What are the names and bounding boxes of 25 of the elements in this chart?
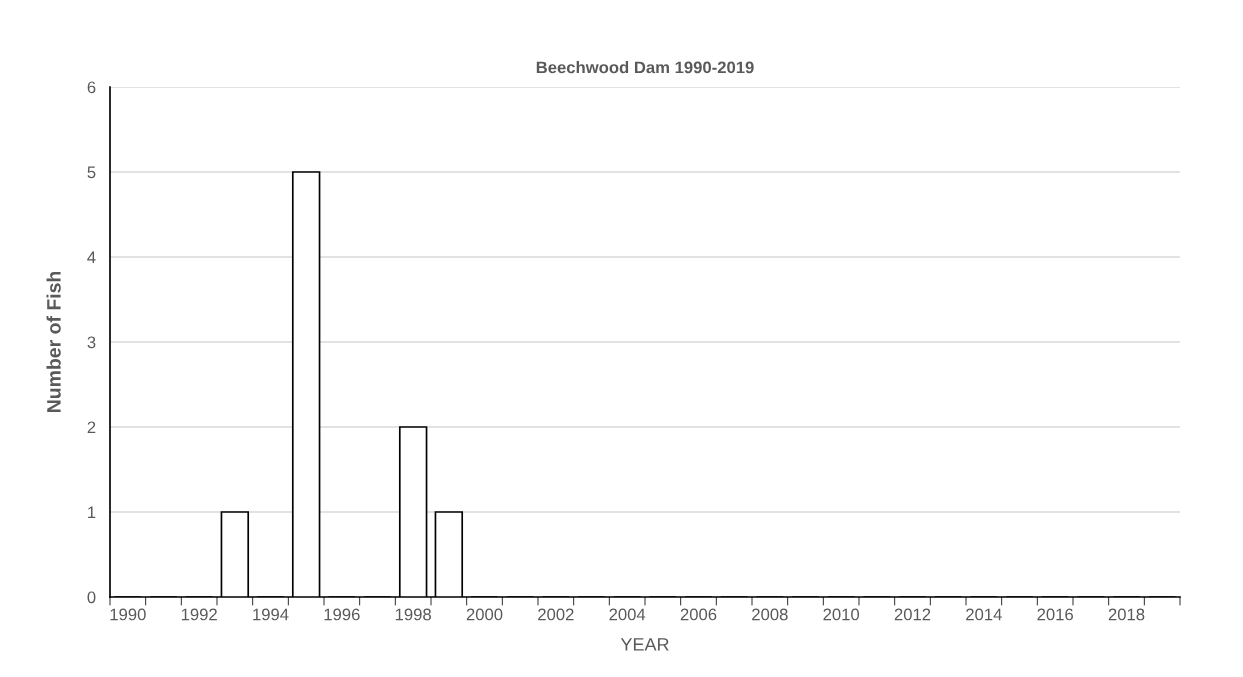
- x-tick-label: 2018: [1108, 608, 1145, 621]
- x-tick-label: 2014: [966, 608, 1002, 621]
- x-tick-label: 2004: [609, 608, 646, 621]
- y-tick-label: 4: [87, 251, 96, 264]
- x-tick-label: 2016: [1037, 608, 1073, 621]
- x-tick-label: 2002: [538, 608, 574, 621]
- x-tick-label: 1996: [324, 608, 360, 621]
- y-tick-label: 5: [87, 166, 96, 179]
- x-tick-label: 2006: [680, 608, 717, 621]
- x-axis-title: YEAR: [620, 638, 669, 651]
- x-tick-label: 2012: [894, 608, 931, 621]
- x-tick-label: 2000: [466, 608, 503, 621]
- x-tick-label: 2008: [752, 608, 788, 621]
- y-tick-label: 1: [88, 506, 96, 519]
- y-tick-label: 0: [87, 591, 96, 604]
- y-tick-label: 6: [87, 81, 96, 94]
- x-tick-label: 2010: [823, 608, 860, 621]
- y-tick-label: 3: [87, 336, 96, 349]
- y-tick-label: 2: [87, 421, 96, 434]
- chart-title: Beechwood Dam 1990-2019: [536, 61, 754, 74]
- x-tick-label: 1994: [253, 608, 289, 621]
- x-tick-label: 1998: [395, 608, 431, 621]
- y-axis-title: Number of Fish: [46, 271, 61, 412]
- x-tick-label: 1992: [181, 608, 217, 621]
- x-tick-label: 1990: [110, 608, 146, 621]
